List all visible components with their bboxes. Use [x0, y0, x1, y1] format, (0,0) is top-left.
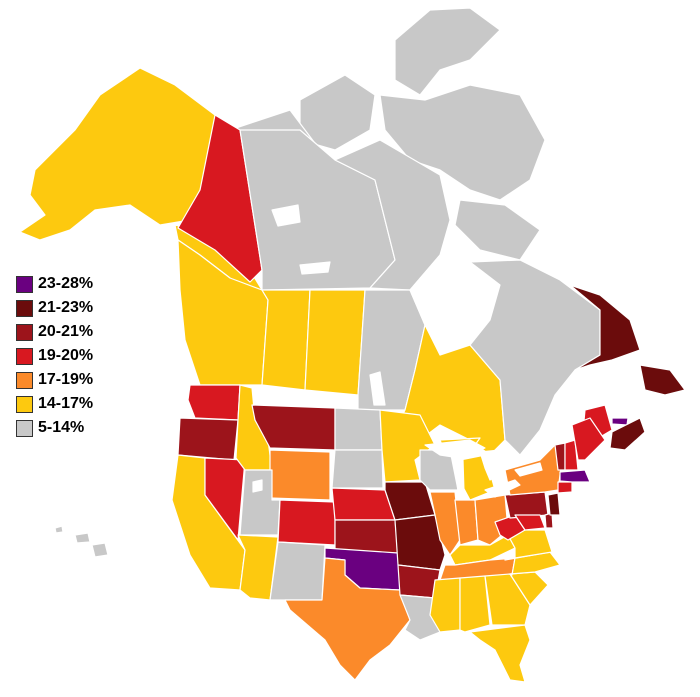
legend-item: 21-23%: [16, 296, 128, 320]
region-maine: [571, 417, 606, 461]
legend-swatch: [16, 395, 33, 413]
region-florida: [469, 624, 531, 683]
region-georgia: [484, 573, 531, 626]
region-pennsylvania: [504, 491, 549, 519]
legend-label: 17-19%: [38, 371, 94, 388]
region-labrador: [569, 284, 641, 371]
legend-label: 19-20%: [38, 347, 94, 364]
great-bear-lake: [271, 204, 301, 227]
region-hawaii-2: [74, 532, 91, 544]
great-salt-lake: [252, 479, 263, 493]
lake-ontario: [514, 462, 543, 477]
region-colorado: [277, 499, 336, 546]
region-new-mexico: [269, 541, 326, 601]
region-connecticut: [557, 481, 573, 494]
region-texas: [284, 557, 411, 681]
legend-item: 23-28%: [16, 272, 128, 296]
region-new-jersey: [547, 492, 561, 516]
lake-superior: [424, 439, 486, 459]
region-minnesota: [379, 409, 436, 483]
region-hawaii-3: [91, 542, 109, 558]
legend-swatch: [16, 419, 33, 437]
lake-erie: [484, 479, 521, 498]
legend-label: 14-17%: [38, 395, 94, 412]
great-slave-lake: [299, 261, 331, 275]
region-nevada: [204, 457, 246, 541]
region-south-dakota: [331, 449, 384, 489]
region-kansas: [334, 519, 399, 554]
legend-item: 20-21%: [16, 320, 128, 344]
legend-item: 5-14%: [16, 416, 128, 440]
legend-swatch: [16, 371, 33, 389]
region-saskatchewan: [304, 289, 366, 396]
region-new-hampshire: [564, 439, 579, 471]
legend: 23-28% 21-23% 20-21% 19-20% 17-19% 14-17% 5-14…: [16, 272, 128, 440]
legend-item: 17-19%: [16, 368, 128, 392]
region-newfoundland: [639, 364, 686, 396]
legend-label: 5-14%: [38, 419, 85, 436]
region-north-dakota: [334, 407, 383, 451]
lake-huron: [479, 449, 506, 481]
legend-item: 19-20%: [16, 344, 128, 368]
region-maryland: [514, 514, 546, 531]
region-montana: [251, 404, 336, 451]
region-oregon: [177, 417, 239, 461]
region-quebec: [469, 259, 601, 456]
region-missouri: [394, 514, 446, 571]
region-washington: [187, 384, 241, 421]
region-alberta: [261, 289, 311, 391]
legend-swatch: [16, 275, 33, 293]
region-nova-scotia: [609, 417, 646, 451]
legend-label: 20-21%: [38, 323, 94, 340]
region-prince-edward-island: [611, 417, 629, 426]
region-massachusetts: [559, 469, 591, 483]
legend-label: 23-28%: [38, 275, 94, 292]
region-nunavut-islands-5: [454, 199, 541, 261]
lake-michigan: [454, 459, 465, 493]
region-nunavut-islands-1: [394, 7, 501, 96]
legend-label: 21-23%: [38, 299, 94, 316]
region-mississippi: [429, 577, 461, 633]
region-wyoming: [269, 449, 331, 501]
legend-swatch: [16, 299, 33, 317]
legend-swatch: [16, 347, 33, 365]
region-hawaii-1: [54, 525, 64, 534]
legend-item: 14-17%: [16, 392, 128, 416]
legend-swatch: [16, 323, 33, 341]
lake-winnipeg: [369, 371, 386, 406]
region-alabama: [459, 575, 491, 633]
